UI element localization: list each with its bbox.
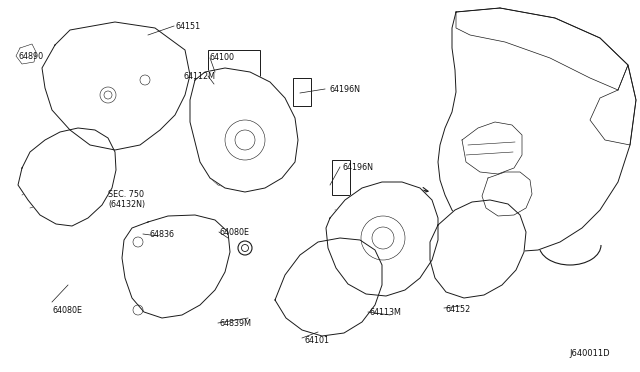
Text: (64132N): (64132N)	[108, 200, 145, 209]
Text: 64112M: 64112M	[183, 72, 215, 81]
Bar	[332, 160, 350, 195]
Text: 64152: 64152	[446, 305, 471, 314]
Text: 64151: 64151	[175, 22, 200, 31]
Bar	[293, 78, 311, 106]
Polygon shape	[190, 68, 298, 192]
Polygon shape	[326, 182, 438, 296]
Polygon shape	[438, 8, 636, 252]
Text: 64839M: 64839M	[220, 319, 252, 328]
Text: J640011D: J640011D	[570, 349, 610, 358]
Text: 64101: 64101	[305, 336, 330, 345]
Bar	[208, 50, 260, 88]
Text: 64080E: 64080E	[220, 228, 250, 237]
Text: 64836: 64836	[150, 230, 175, 239]
Text: 64113M: 64113M	[370, 308, 402, 317]
Polygon shape	[16, 44, 36, 64]
Polygon shape	[275, 238, 382, 336]
Polygon shape	[482, 172, 532, 216]
Polygon shape	[462, 122, 522, 174]
Text: 64196N: 64196N	[343, 163, 374, 172]
Text: 64890: 64890	[18, 52, 43, 61]
Polygon shape	[590, 65, 636, 145]
Text: 64196N: 64196N	[330, 85, 361, 94]
Circle shape	[238, 241, 252, 255]
Polygon shape	[430, 200, 526, 298]
Text: 64080E: 64080E	[52, 306, 82, 315]
Polygon shape	[122, 215, 230, 318]
Polygon shape	[18, 128, 116, 226]
Polygon shape	[456, 8, 628, 90]
Polygon shape	[42, 22, 190, 150]
Text: SEC. 750: SEC. 750	[108, 190, 144, 199]
Text: 64100: 64100	[210, 53, 235, 62]
